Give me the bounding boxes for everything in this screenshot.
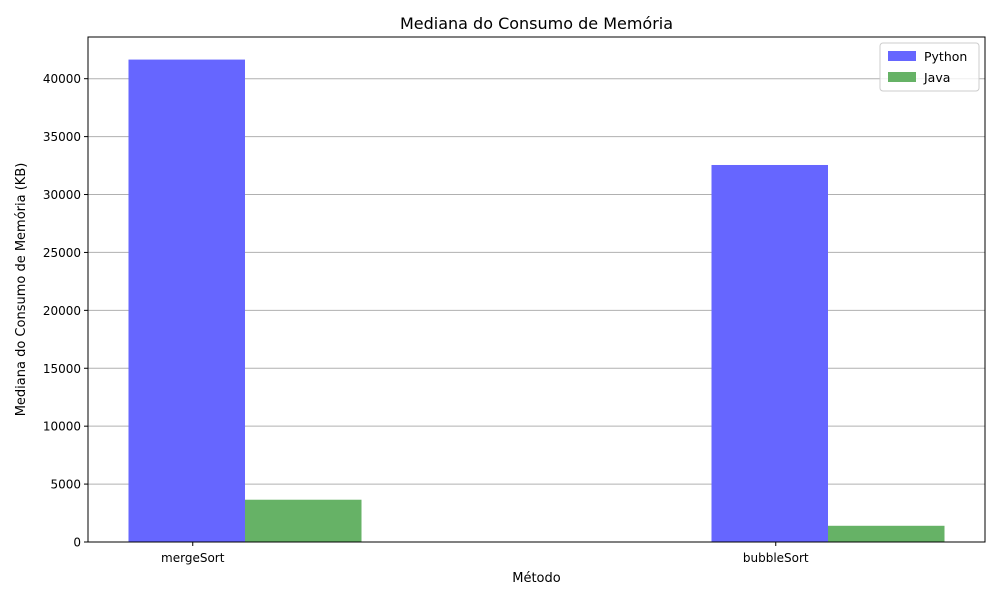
y-tick-label: 25000 (43, 246, 81, 260)
y-tick-label: 0 (73, 536, 81, 550)
y-tick-label: 10000 (43, 420, 81, 434)
legend-swatch-python (888, 51, 916, 61)
y-tick-label: 40000 (43, 72, 81, 86)
y-tick-label: 20000 (43, 304, 81, 318)
y-tick-label: 5000 (50, 478, 81, 492)
plot-frame (87, 36, 986, 543)
chart-title: Mediana do Consumo de Memória (400, 14, 673, 33)
bar-python-bubbleSort (711, 164, 828, 543)
bar-python-mergeSort (128, 59, 245, 543)
bar-java-bubbleSort (828, 525, 945, 542)
x-axis-ticks: mergeSort bubbleSort (161, 542, 809, 565)
bars (128, 59, 945, 543)
y-tick-label: 30000 (43, 188, 81, 202)
y-tick-label: 35000 (43, 130, 81, 144)
y-axis-ticks: 0 5000 10000 15000 20000 25000 30000 35000 40000 (43, 72, 88, 550)
x-tick-label: mergeSort (161, 551, 225, 565)
bar-java-mergeSort (245, 499, 362, 542)
y-axis-label: Mediana do Consumo de Memória (KB) (14, 163, 29, 417)
y-tick-label: 15000 (43, 362, 81, 376)
legend-label-java: Java (923, 70, 950, 85)
x-tick-label: bubbleSort (743, 551, 809, 565)
legend: Python Java (879, 42, 980, 92)
legend-swatch-java (888, 72, 916, 82)
x-axis-label: Método (512, 571, 561, 586)
legend-label-python: Python (924, 49, 967, 64)
